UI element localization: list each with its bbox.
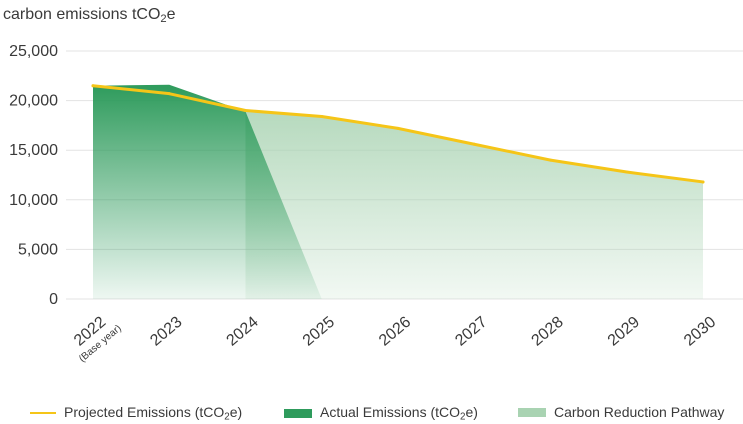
y-tick-label: 0 [49, 291, 58, 308]
x-tick-label: 2024 [224, 314, 262, 350]
x-tick-label: 2023 [147, 314, 185, 350]
legend-item-pathway[interactable]: Carbon Reduction Pathway [518, 404, 724, 420]
x-tick-2025: 2025 [300, 314, 338, 350]
area-carbon-reduction-pathway [245, 110, 703, 300]
y-axis: 0 5,000 10,000 15,000 20,000 25,000 [9, 43, 58, 308]
projected-point [701, 180, 705, 184]
legend-item-actual[interactable]: Actual Emissions (tCO2e) [284, 404, 478, 422]
y-tick-label: 10,000 [9, 192, 58, 209]
y-tick-label: 15,000 [9, 142, 58, 159]
x-tick-2024: 2024 [224, 314, 262, 350]
area-actual-emissions [93, 84, 322, 299]
x-tick-label: 2025 [300, 314, 338, 350]
x-tick-2023: 2023 [147, 314, 185, 350]
y-tick-label: 5,000 [18, 241, 58, 258]
x-tick-2030: 2030 [681, 314, 719, 350]
x-tick-label: 2026 [376, 314, 414, 350]
projected-point [396, 126, 400, 130]
emissions-chart: 0 5,000 10,000 15,000 20,000 25,000 2022(Base… [9, 43, 743, 365]
legend-label-actual: Actual Emissions (tCO2e) [320, 404, 478, 423]
legend-swatch-pathway [518, 407, 546, 417]
y-tick-label: 20,000 [9, 93, 58, 110]
line-layers [91, 84, 705, 184]
projected-point [244, 109, 247, 113]
legend-swatch-actual [284, 408, 312, 418]
projected-point [167, 92, 171, 96]
x-tick-label: 2029 [605, 314, 643, 350]
legend-item-projected[interactable]: Projected Emissions (tCO2e) [30, 404, 242, 422]
x-tick-2026: 2026 [376, 314, 414, 350]
legend-swatch-projected [30, 412, 56, 415]
x-tick-2027: 2027 [452, 314, 490, 350]
projected-point [549, 158, 552, 162]
x-tick-label: 2027 [452, 314, 490, 350]
projected-point [625, 170, 629, 174]
chart-title: carbon emissions tCO2e [3, 6, 176, 25]
projected-point [320, 114, 324, 118]
legend-label-pathway: Carbon Reduction Pathway [554, 404, 725, 420]
x-tick-2028: 2028 [529, 314, 567, 350]
x-tick-label: 2030 [681, 314, 719, 350]
legend-label-projected: Projected Emissions (tCO2e) [64, 404, 243, 423]
legend: Projected Emissions (tCO2e) Actual Emiss… [0, 404, 743, 422]
x-tick-2029: 2029 [605, 314, 643, 350]
area-layers [93, 84, 703, 300]
x-tick-label: 2028 [529, 314, 567, 350]
x-axis: 2022(Base year) 2023 2024 2025 2026 2027 2028 2… [71, 314, 719, 365]
projected-point [91, 84, 95, 88]
y-tick-label: 25,000 [9, 43, 58, 60]
x-tick-2022: 2022(Base year) [71, 314, 124, 365]
projected-point [472, 142, 476, 146]
